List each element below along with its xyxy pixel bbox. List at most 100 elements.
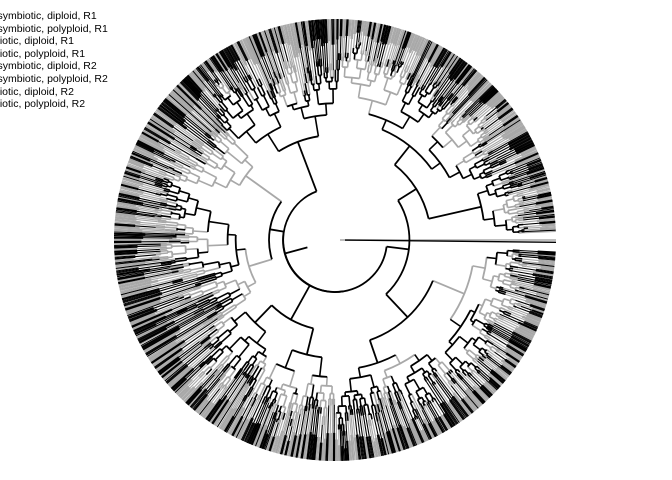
tree-branch	[315, 392, 318, 400]
tree-branch	[537, 194, 552, 199]
tree-branch	[252, 34, 262, 58]
tree-branch	[513, 305, 517, 308]
tree-branch	[377, 398, 382, 410]
tree-branch	[230, 85, 234, 90]
tree-branch	[478, 298, 487, 313]
tree-branch	[199, 388, 221, 415]
tree-branch	[406, 35, 420, 66]
tree-branch	[142, 306, 217, 350]
tree-branch	[183, 78, 201, 98]
tree-branch	[234, 368, 244, 380]
tree-branch	[305, 328, 315, 355]
tree-branch	[251, 358, 258, 366]
tree-branch	[480, 128, 484, 132]
tree-branch	[307, 94, 311, 101]
tree-branch	[472, 83, 492, 103]
tree-branch	[233, 311, 246, 322]
tree-branch	[505, 267, 510, 271]
tree-branch	[521, 148, 537, 157]
tree-branch	[143, 128, 171, 145]
tree-branch	[195, 67, 219, 96]
tree-branch	[406, 427, 415, 447]
tree-branch	[476, 163, 485, 169]
tree-branch	[415, 419, 427, 442]
tree-branch	[522, 185, 550, 194]
tree-branch	[301, 405, 304, 410]
tree-branch	[417, 414, 430, 441]
tree-branch	[409, 419, 421, 445]
tree-branch	[215, 276, 218, 279]
tree-branch	[489, 159, 498, 165]
tree-branch	[117, 274, 145, 281]
tree-branch	[243, 395, 248, 402]
tree-branch	[220, 374, 227, 381]
tree-branch	[150, 117, 175, 134]
tree-branch	[357, 367, 362, 378]
tree-branch	[509, 269, 513, 272]
tree-branch	[171, 270, 179, 274]
tree-branch	[158, 199, 168, 203]
tree-branch	[163, 187, 171, 191]
tree-branch	[283, 77, 288, 85]
tree-branch	[121, 181, 140, 188]
tree-branch	[308, 403, 311, 411]
tree-branch	[213, 129, 220, 135]
tree-branch	[294, 72, 299, 82]
tree-branch	[133, 149, 158, 161]
tree-branch	[522, 213, 555, 219]
tree-branch	[496, 312, 501, 315]
tree-branch	[115, 262, 146, 268]
tree-branch	[491, 129, 527, 151]
tree-branch	[366, 72, 370, 81]
tree-branch	[473, 390, 485, 404]
tree-branch	[126, 300, 160, 313]
tree-branch	[345, 420, 349, 461]
tree-branch	[198, 400, 209, 415]
tree-branch	[187, 389, 202, 406]
tree-branch	[476, 370, 480, 375]
tree-branch	[124, 171, 141, 178]
tree-branch	[236, 418, 248, 439]
tree-branch	[425, 42, 435, 59]
tree-branch	[117, 201, 137, 206]
tree-branch	[135, 142, 154, 153]
tree-branch	[302, 433, 308, 459]
tree-branch	[344, 412, 347, 422]
tree-branch	[495, 289, 499, 292]
tree-branch	[489, 377, 501, 388]
tree-branch	[537, 251, 556, 254]
tree-branch	[256, 406, 273, 447]
tree-branch	[219, 387, 246, 430]
tree-branch	[271, 27, 288, 77]
tree-branch	[262, 363, 267, 370]
tree-branch	[161, 360, 182, 378]
tree-branch	[194, 167, 203, 173]
tree-branch	[445, 105, 453, 113]
tree-branch	[352, 399, 356, 410]
tree-branch	[304, 20, 310, 51]
tree-branch	[466, 73, 481, 90]
tree-branch	[432, 420, 441, 435]
tree-branch	[447, 118, 453, 125]
tree-branch	[115, 259, 134, 263]
tree-branch	[118, 277, 146, 285]
tree-branch	[209, 398, 227, 423]
tree-branch	[358, 20, 362, 43]
tree-branch	[310, 80, 313, 85]
tree-branch	[394, 28, 401, 46]
tree-branch	[429, 81, 433, 86]
tree-branch	[381, 128, 433, 170]
tree-branch	[523, 289, 549, 298]
tree-branch	[180, 152, 190, 159]
tree-branch	[429, 422, 437, 437]
tree-branch	[231, 44, 241, 61]
tree-branch	[249, 78, 252, 81]
tree-branch	[222, 407, 237, 431]
tree-branch	[267, 436, 274, 451]
tree-branch	[214, 108, 218, 112]
tree-branch	[209, 360, 218, 369]
tree-branch	[493, 324, 531, 345]
tree-branch	[127, 307, 154, 318]
tree-branch	[534, 176, 548, 182]
tree-branch	[287, 23, 304, 92]
